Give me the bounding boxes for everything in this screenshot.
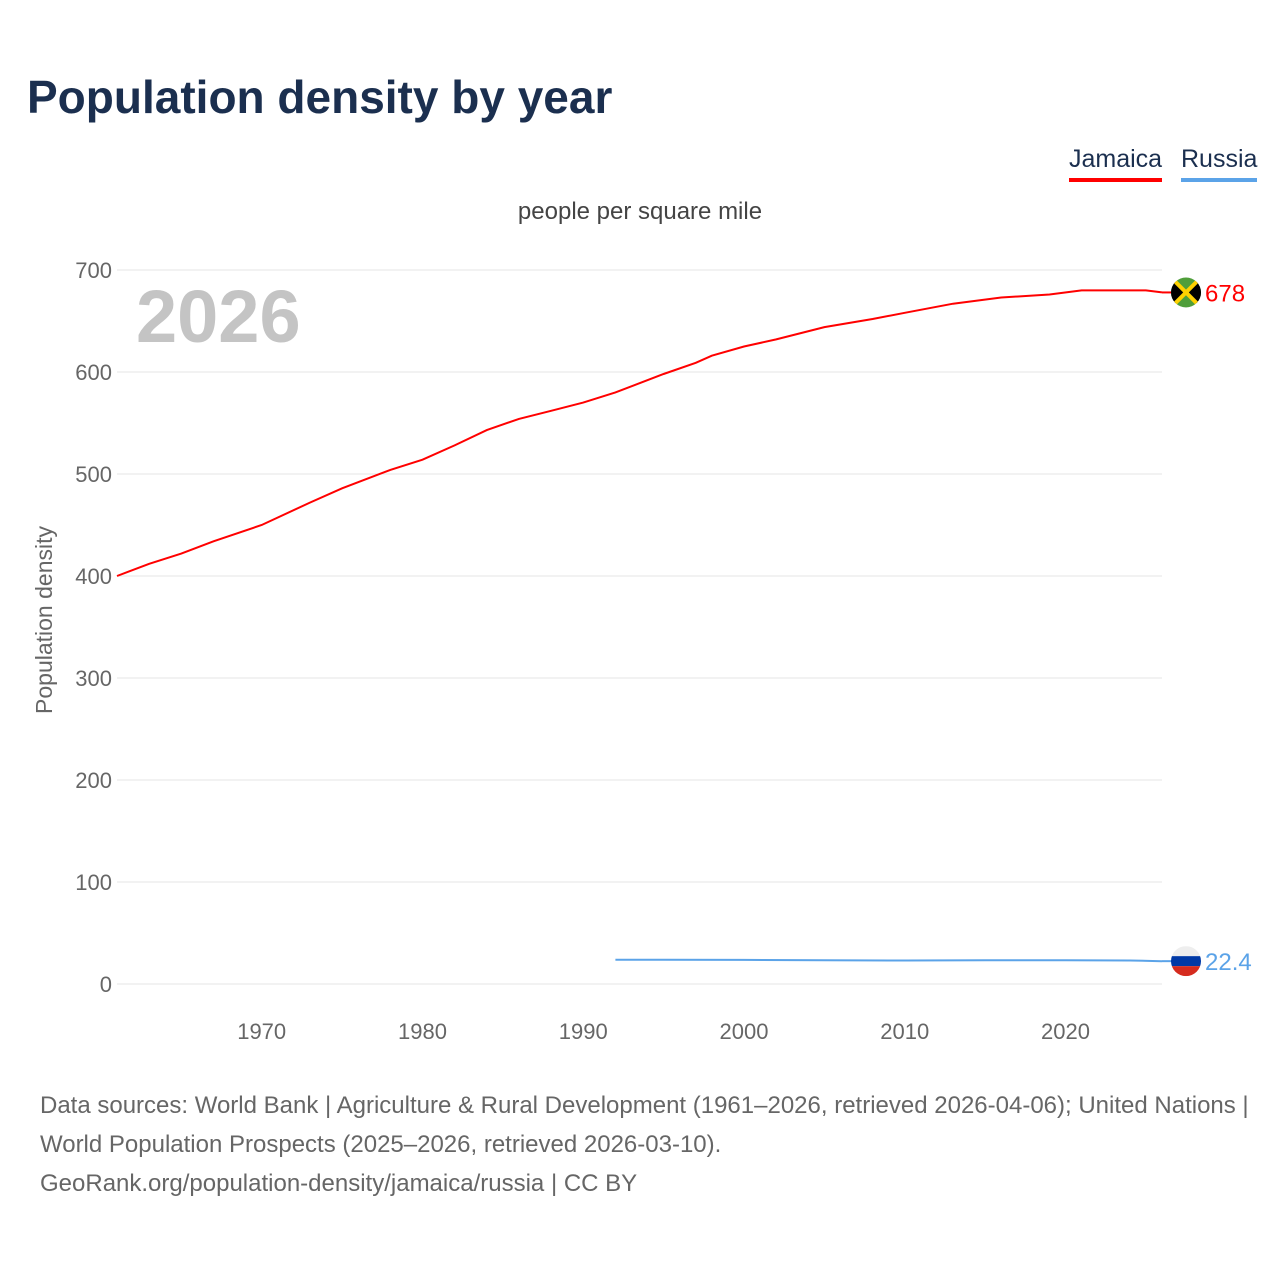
year-overlay: 2026 (136, 275, 301, 358)
page-title: Population density by year (27, 71, 613, 123)
x-tick-label: 1990 (559, 1019, 608, 1044)
russia-flag-icon (1171, 946, 1201, 977)
series-line-jamaica (116, 289, 1163, 577)
y-tick-label: 100 (75, 870, 112, 895)
y-axis-label: Population density (31, 526, 57, 714)
chart-subtitle: people per square mile (517, 198, 763, 225)
y-tick-label: 600 (75, 360, 112, 385)
line-chart: 0 100 200 300 400 500 600 700 1970 1980 1990 2000 20… (31, 258, 1252, 1044)
y-tick-label: 200 (75, 768, 112, 793)
legend-russia[interactable]: Russia (1181, 145, 1258, 182)
y-tick-label: 500 (75, 462, 112, 487)
y-tick-label: 700 (75, 258, 112, 283)
x-tick-label: 2000 (720, 1019, 769, 1044)
sources-line-2[interactable]: GeoRank.org/population-density/jamaica/r… (40, 1170, 638, 1197)
end-label-jamaica: 678 (1205, 280, 1245, 307)
x-tick-label: 1980 (398, 1019, 447, 1044)
end-label-russia: 22.4 (1205, 949, 1252, 976)
y-tick-label: 300 (75, 666, 112, 691)
series-line-russia (615, 958, 1163, 963)
data-sources: Data sources: World Bank | Agriculture &… (40, 1086, 1250, 1203)
legend-jamaica[interactable]: Jamaica (1069, 145, 1163, 182)
sources-line-1: Data sources: World Bank | Agriculture &… (40, 1092, 1249, 1158)
y-tick-label: 400 (75, 564, 112, 589)
jamaica-flag-icon (1171, 277, 1201, 308)
x-tick-label: 2010 (880, 1019, 929, 1044)
y-tick-label: 0 (100, 972, 112, 997)
x-tick-label: 2020 (1041, 1019, 1090, 1044)
x-tick-label: 1970 (237, 1019, 286, 1044)
